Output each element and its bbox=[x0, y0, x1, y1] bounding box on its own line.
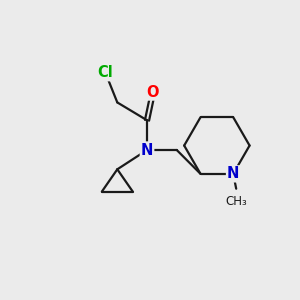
Text: CH₃: CH₃ bbox=[225, 195, 247, 208]
Text: N: N bbox=[227, 167, 239, 182]
Text: O: O bbox=[147, 85, 159, 100]
Text: N: N bbox=[141, 142, 153, 158]
Text: Cl: Cl bbox=[98, 65, 113, 80]
